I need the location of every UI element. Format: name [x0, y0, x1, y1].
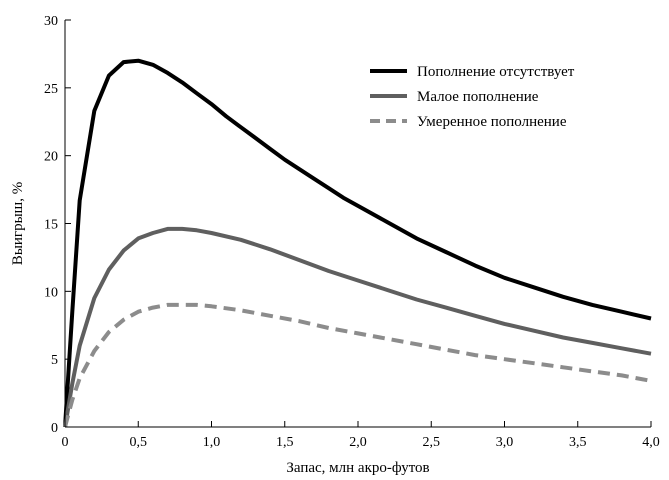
x-tick-label: 0,5 [130, 435, 148, 450]
legend: Пополнение отсутствует Малое пополнение Ум… [370, 64, 575, 130]
legend-label-2: Малое пополнение [417, 89, 539, 105]
legend-label-3: Умеренное пополнение [417, 114, 567, 130]
x-tick-label: 3,0 [496, 435, 514, 450]
y-tick-label: 20 [44, 150, 58, 165]
series-line-3 [63, 302, 652, 428]
y-tick-label: 5 [51, 353, 58, 368]
series-line-1 [63, 58, 652, 428]
y-axis-label: Выигрыш, % [10, 182, 26, 265]
y-tick-label: 25 [44, 82, 58, 97]
y-tick-label: 0 [51, 421, 58, 436]
series-line-2 [63, 226, 652, 428]
plot-area [63, 58, 652, 428]
x-tick-label: 3,5 [569, 435, 587, 450]
y-tick-label: 10 [44, 285, 58, 300]
x-ticks: 0 0,5 1,0 1,5 2,0 2,5 3,0 3,5 4,0 [62, 421, 660, 450]
x-axis-label: Запас, млн акро-футов [286, 460, 429, 476]
y-ticks: 0 5 10 15 20 25 30 [44, 14, 71, 436]
x-tick-label: 2,5 [423, 435, 441, 450]
x-tick-label: 0 [62, 435, 69, 450]
legend-label-1: Пополнение отсутствует [417, 64, 575, 80]
y-tick-label: 15 [44, 218, 58, 233]
x-tick-label: 4,0 [642, 435, 660, 450]
x-tick-label: 1,5 [276, 435, 294, 450]
x-tick-label: 1,0 [203, 435, 221, 450]
x-tick-label: 2,0 [349, 435, 367, 450]
y-tick-label: 30 [44, 14, 58, 29]
